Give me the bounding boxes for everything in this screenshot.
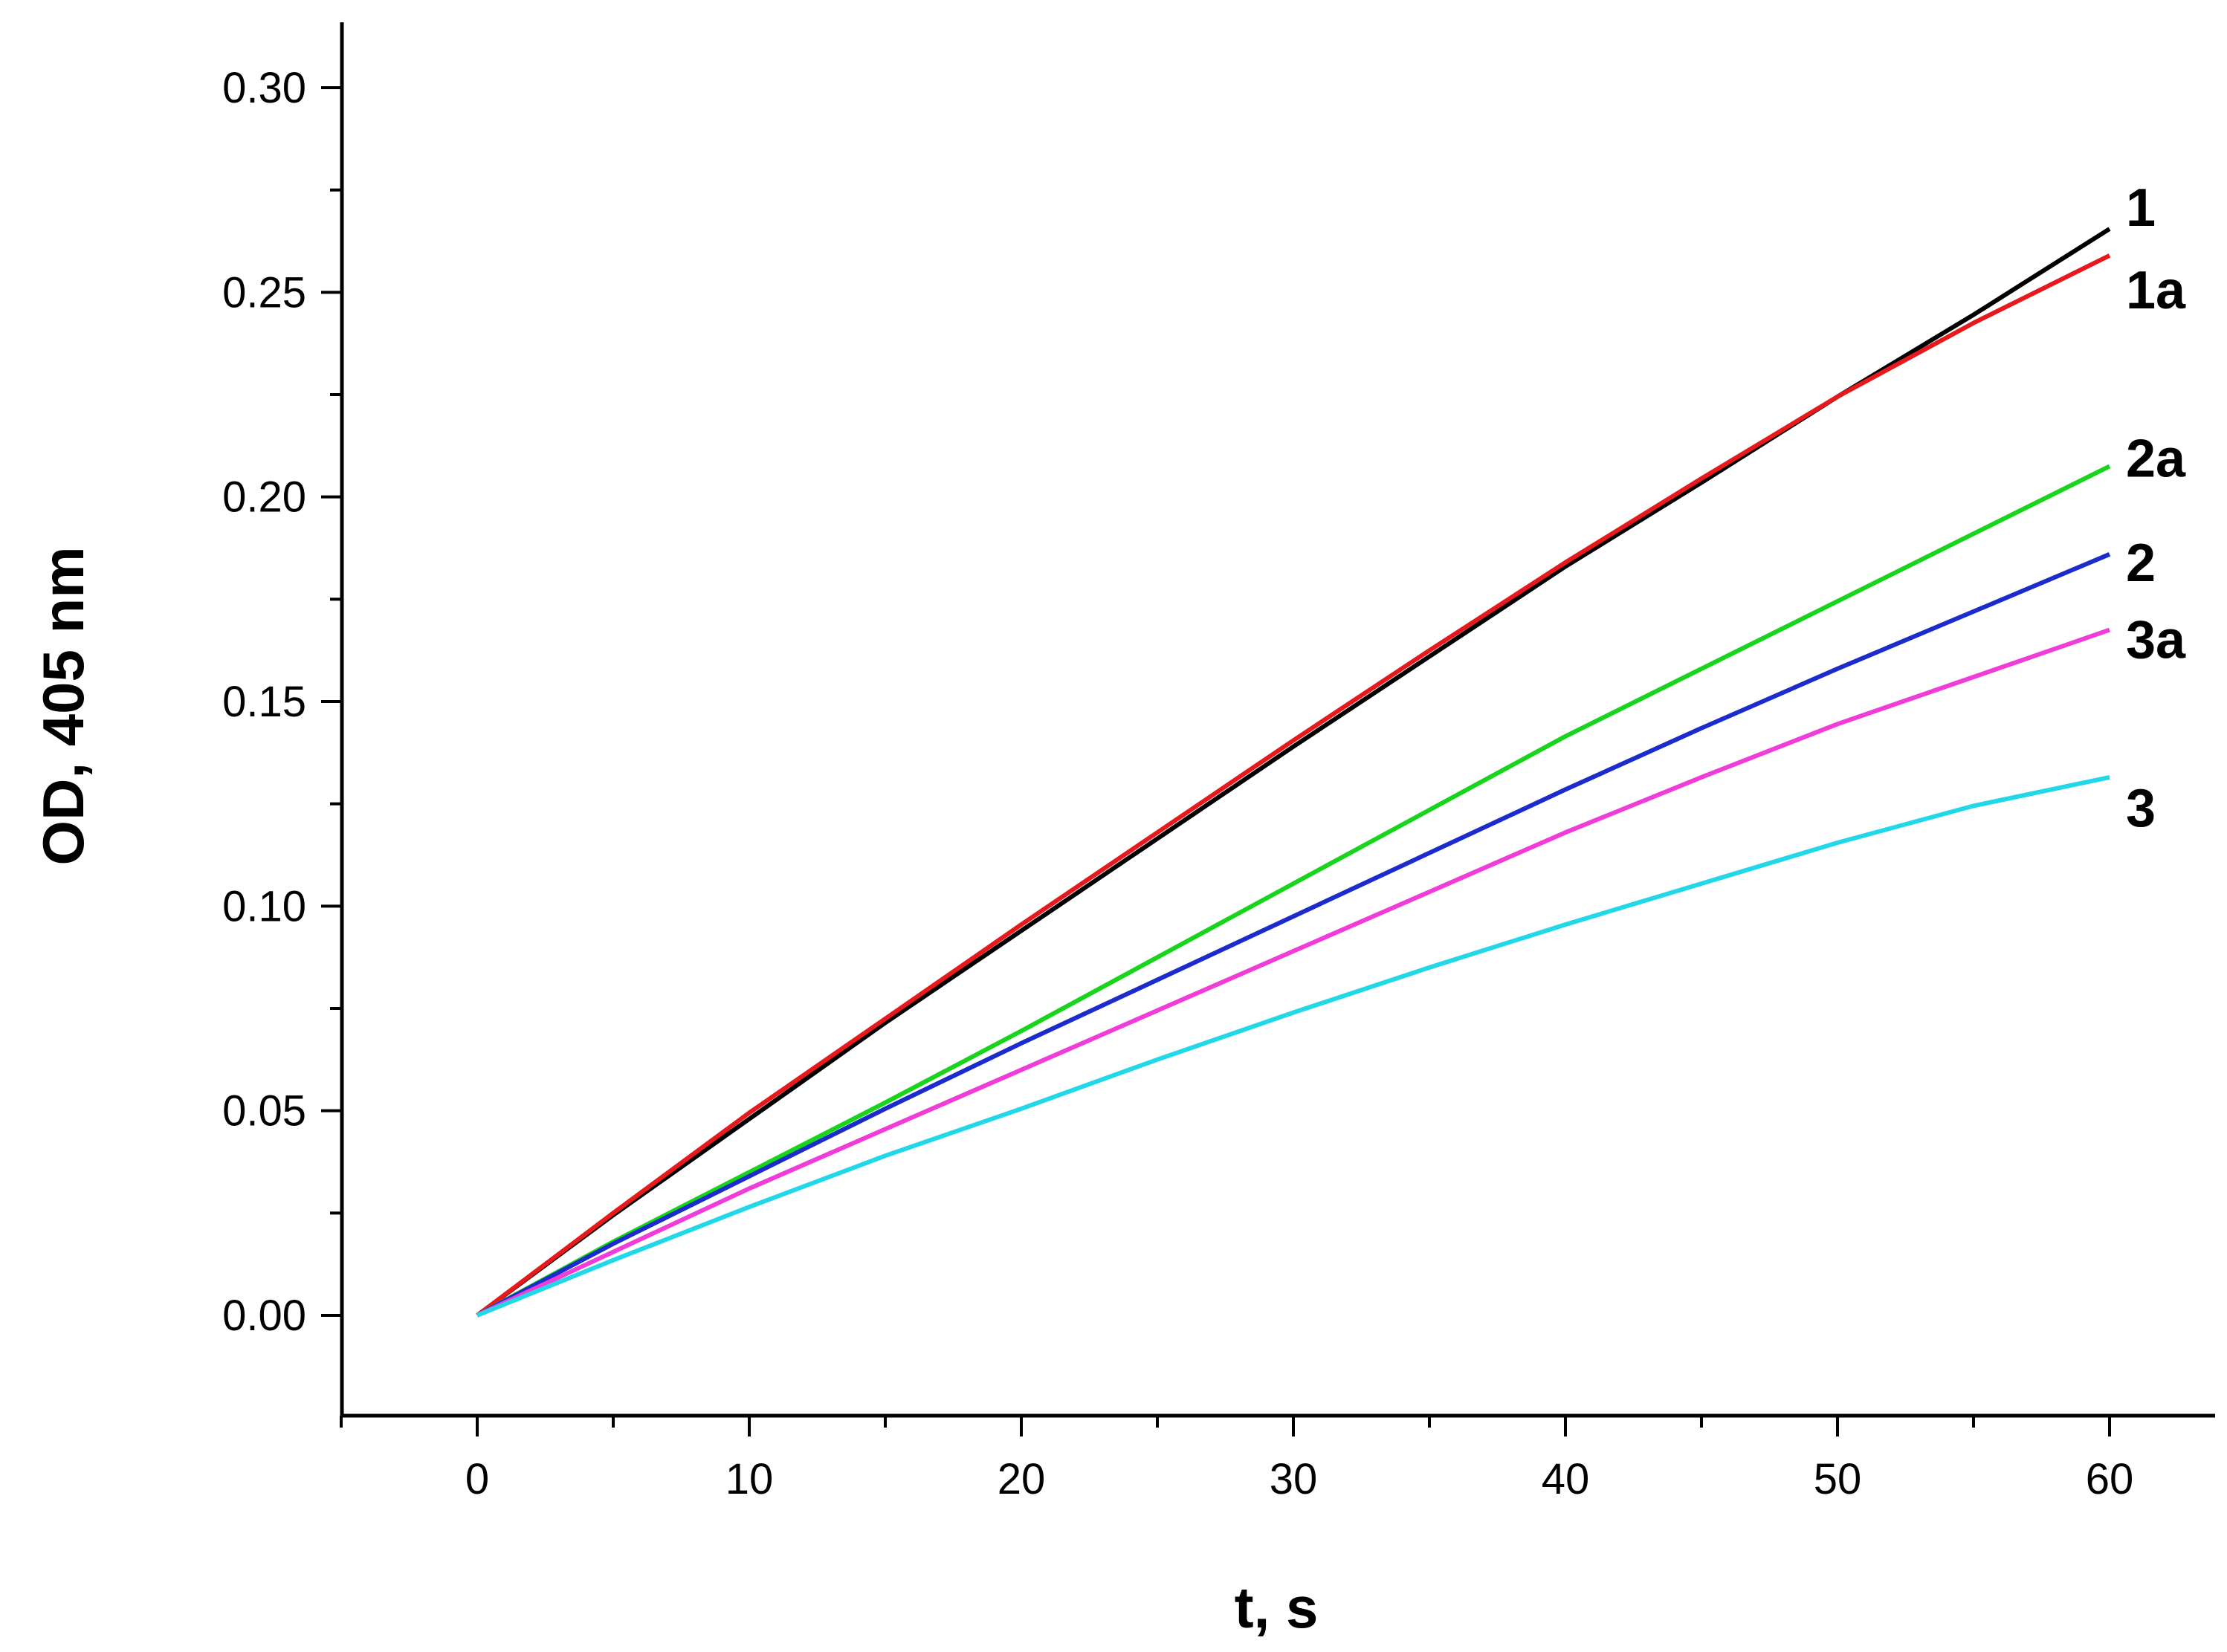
series-labels: 1 1a 2a 2 3a 3 (2126, 178, 2186, 838)
series-line-2a (476, 464, 2111, 1318)
tick-labels: 0 10 20 30 40 50 60 0.00 0.05 0.10 0.15 0.20 0.25 0.3… (222, 64, 2133, 1503)
series-label-2: 2 (2126, 534, 2156, 593)
y-tick-label: 0.10 (222, 882, 306, 930)
x-axis-title: t, s (1235, 1575, 1319, 1640)
x-tick-label: 10 (725, 1455, 774, 1503)
y-tick-label: 0.25 (222, 268, 306, 317)
series-label-1a: 1a (2126, 261, 2186, 320)
series-line-1 (476, 227, 2111, 1318)
series-line-2 (476, 552, 2111, 1318)
x-tick-label: 40 (1542, 1455, 1590, 1503)
y-tick-label: 0.30 (222, 64, 306, 112)
x-tick-label: 50 (1814, 1455, 1862, 1503)
y-tick-label: 0.00 (222, 1292, 306, 1340)
y-tick-label: 0.15 (222, 678, 306, 726)
series-line-3 (476, 774, 2110, 1318)
x-tick-label: 20 (998, 1455, 1046, 1503)
series-label-1: 1 (2126, 178, 2156, 238)
series-label-3a: 3a (2126, 611, 2186, 670)
ticks (321, 86, 2111, 1436)
series-label-2a: 2a (2126, 429, 2186, 488)
x-tick-label: 0 (465, 1455, 489, 1503)
series-label-3: 3 (2126, 779, 2156, 838)
y-axis-title: OD, 405 nm (30, 546, 96, 865)
y-tick-label: 0.20 (222, 473, 306, 522)
x-tick-label: 30 (1270, 1455, 1318, 1503)
series-line-3a (476, 627, 2110, 1318)
x-tick-label: 60 (2086, 1455, 2134, 1503)
y-tick-label: 0.05 (222, 1087, 306, 1136)
series-lines (476, 227, 2111, 1318)
axes (340, 22, 2215, 1418)
series-line-1a (476, 253, 2111, 1318)
